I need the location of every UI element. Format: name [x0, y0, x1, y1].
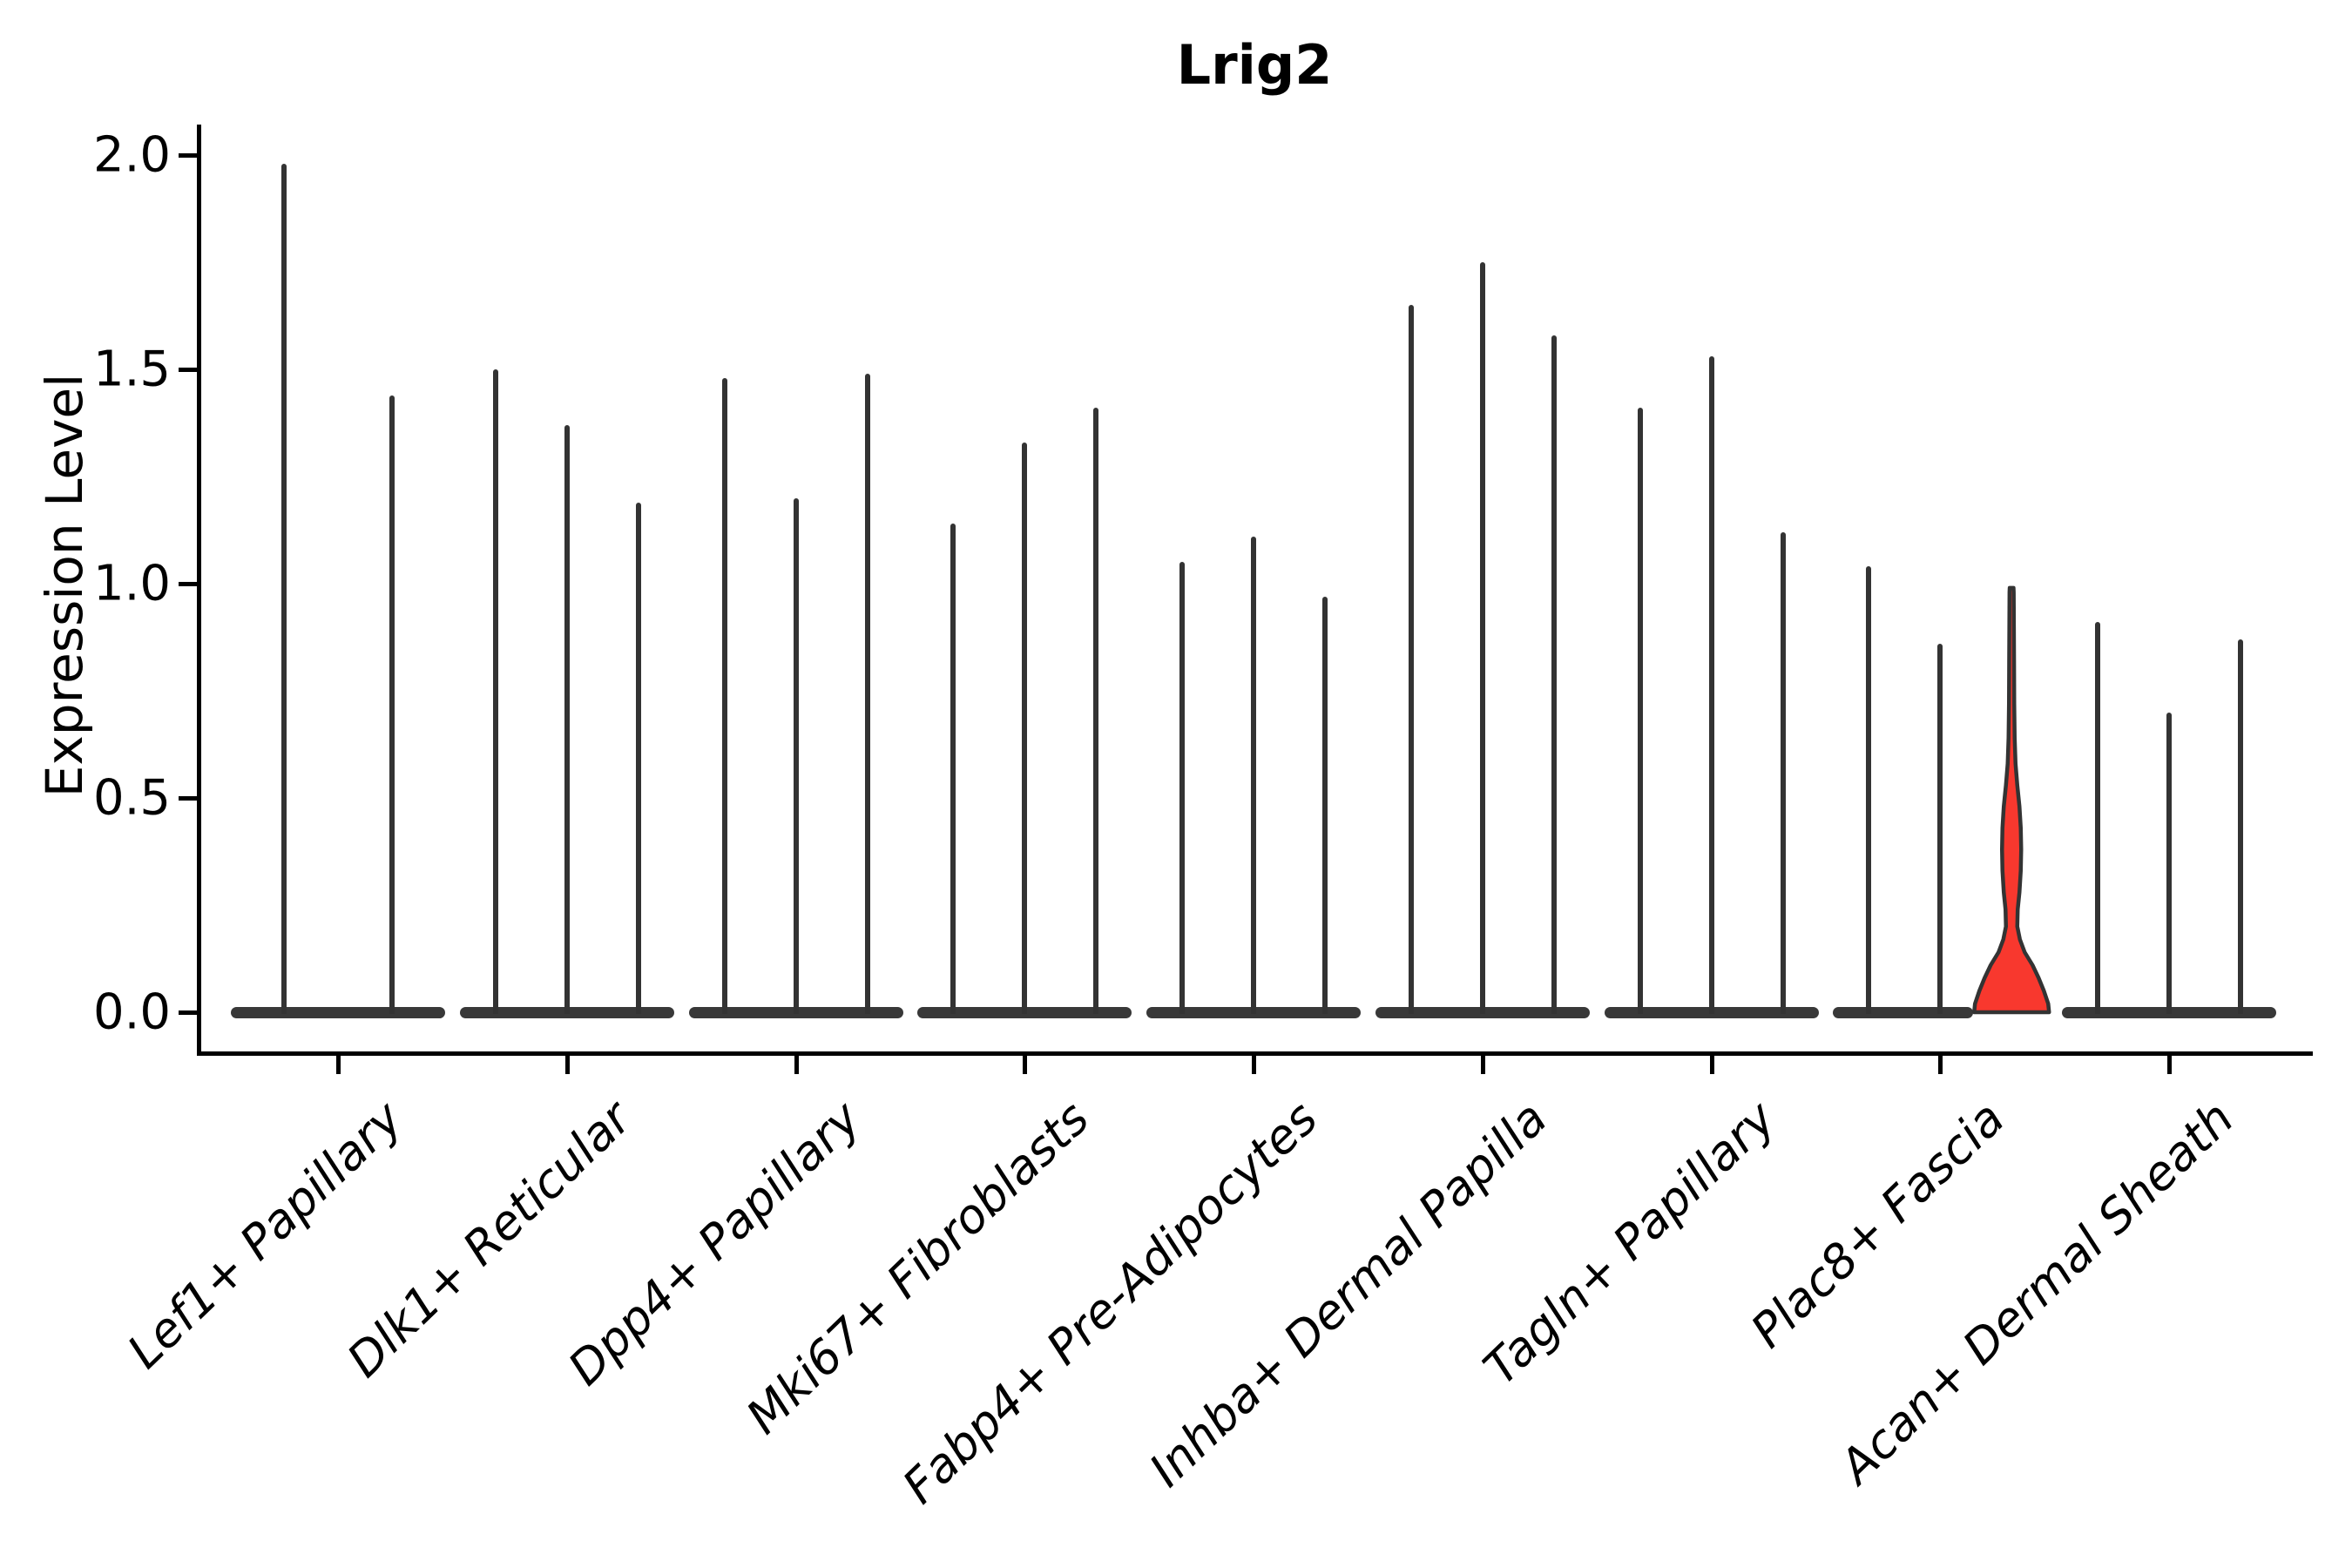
violin-spike [1637, 408, 1643, 1014]
violin-spike [1408, 305, 1414, 1014]
violin-spike [1866, 566, 1872, 1014]
violin-spike [564, 424, 570, 1014]
y-tick-mark [179, 1010, 199, 1015]
x-tick-mark [1937, 1056, 1943, 1074]
violin-spike [864, 373, 870, 1014]
violin-spike [1708, 356, 1714, 1014]
chart-title: Lrig2 [1176, 33, 1333, 97]
violin-spike [2166, 712, 2172, 1014]
violin-spike [1937, 643, 1943, 1014]
y-tick-label: 1.5 [92, 341, 171, 398]
violin-spike [793, 497, 799, 1014]
x-tick-mark [1709, 1056, 1714, 1074]
violin-spike [1179, 562, 1185, 1014]
violin-spike [1479, 262, 1485, 1014]
violin-spike [1551, 335, 1557, 1014]
violin-spike [2095, 622, 2100, 1014]
violin-spike [281, 163, 287, 1014]
x-tick-mark [794, 1056, 799, 1074]
violin-spike [389, 395, 395, 1014]
y-tick-label: 0.0 [92, 983, 171, 1041]
highlighted-violin [1972, 585, 2051, 1015]
violin-spike [2238, 639, 2243, 1014]
violin-spike [492, 369, 498, 1014]
violin-spike [1322, 596, 1328, 1014]
violin-spike [721, 377, 727, 1014]
x-tick-mark [1480, 1056, 1485, 1074]
x-tick-mark [1251, 1056, 1256, 1074]
violin-spike [635, 502, 641, 1014]
y-tick-mark [179, 581, 199, 586]
y-tick-label: 0.5 [92, 769, 171, 827]
x-axis-spine [197, 1051, 2313, 1056]
x-tick-mark [2166, 1056, 2172, 1074]
y-tick-mark [179, 152, 199, 158]
y-tick-mark [179, 795, 199, 801]
violin-spike [950, 524, 956, 1014]
y-tick-label: 1.0 [92, 555, 171, 612]
y-tick-label: 2.0 [92, 126, 171, 184]
x-tick-mark [1022, 1056, 1027, 1074]
y-axis-spine [197, 125, 201, 1056]
violin-spike [1093, 408, 1099, 1014]
violin-spike [1780, 531, 1786, 1014]
x-tick-mark [564, 1056, 570, 1074]
violin-spike [1251, 536, 1256, 1014]
y-tick-mark [179, 367, 199, 372]
violin-spike [1022, 442, 1028, 1014]
x-tick-mark [335, 1056, 341, 1074]
